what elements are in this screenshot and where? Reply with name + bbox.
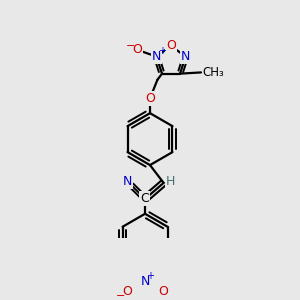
Text: O: O [158,285,168,298]
Text: N: N [152,50,161,63]
Text: C: C [140,192,149,206]
Text: N: N [140,274,150,287]
Text: O: O [133,43,142,56]
Text: −: − [126,41,135,51]
Text: O: O [166,39,176,52]
Text: CH₃: CH₃ [202,66,224,79]
Text: +: + [146,271,154,281]
Text: +: + [158,46,166,56]
Text: O: O [145,92,155,105]
Text: N: N [181,50,190,63]
Text: H: H [166,175,175,188]
Text: O: O [122,285,132,298]
Text: N: N [123,175,132,188]
Text: −: − [116,291,125,300]
